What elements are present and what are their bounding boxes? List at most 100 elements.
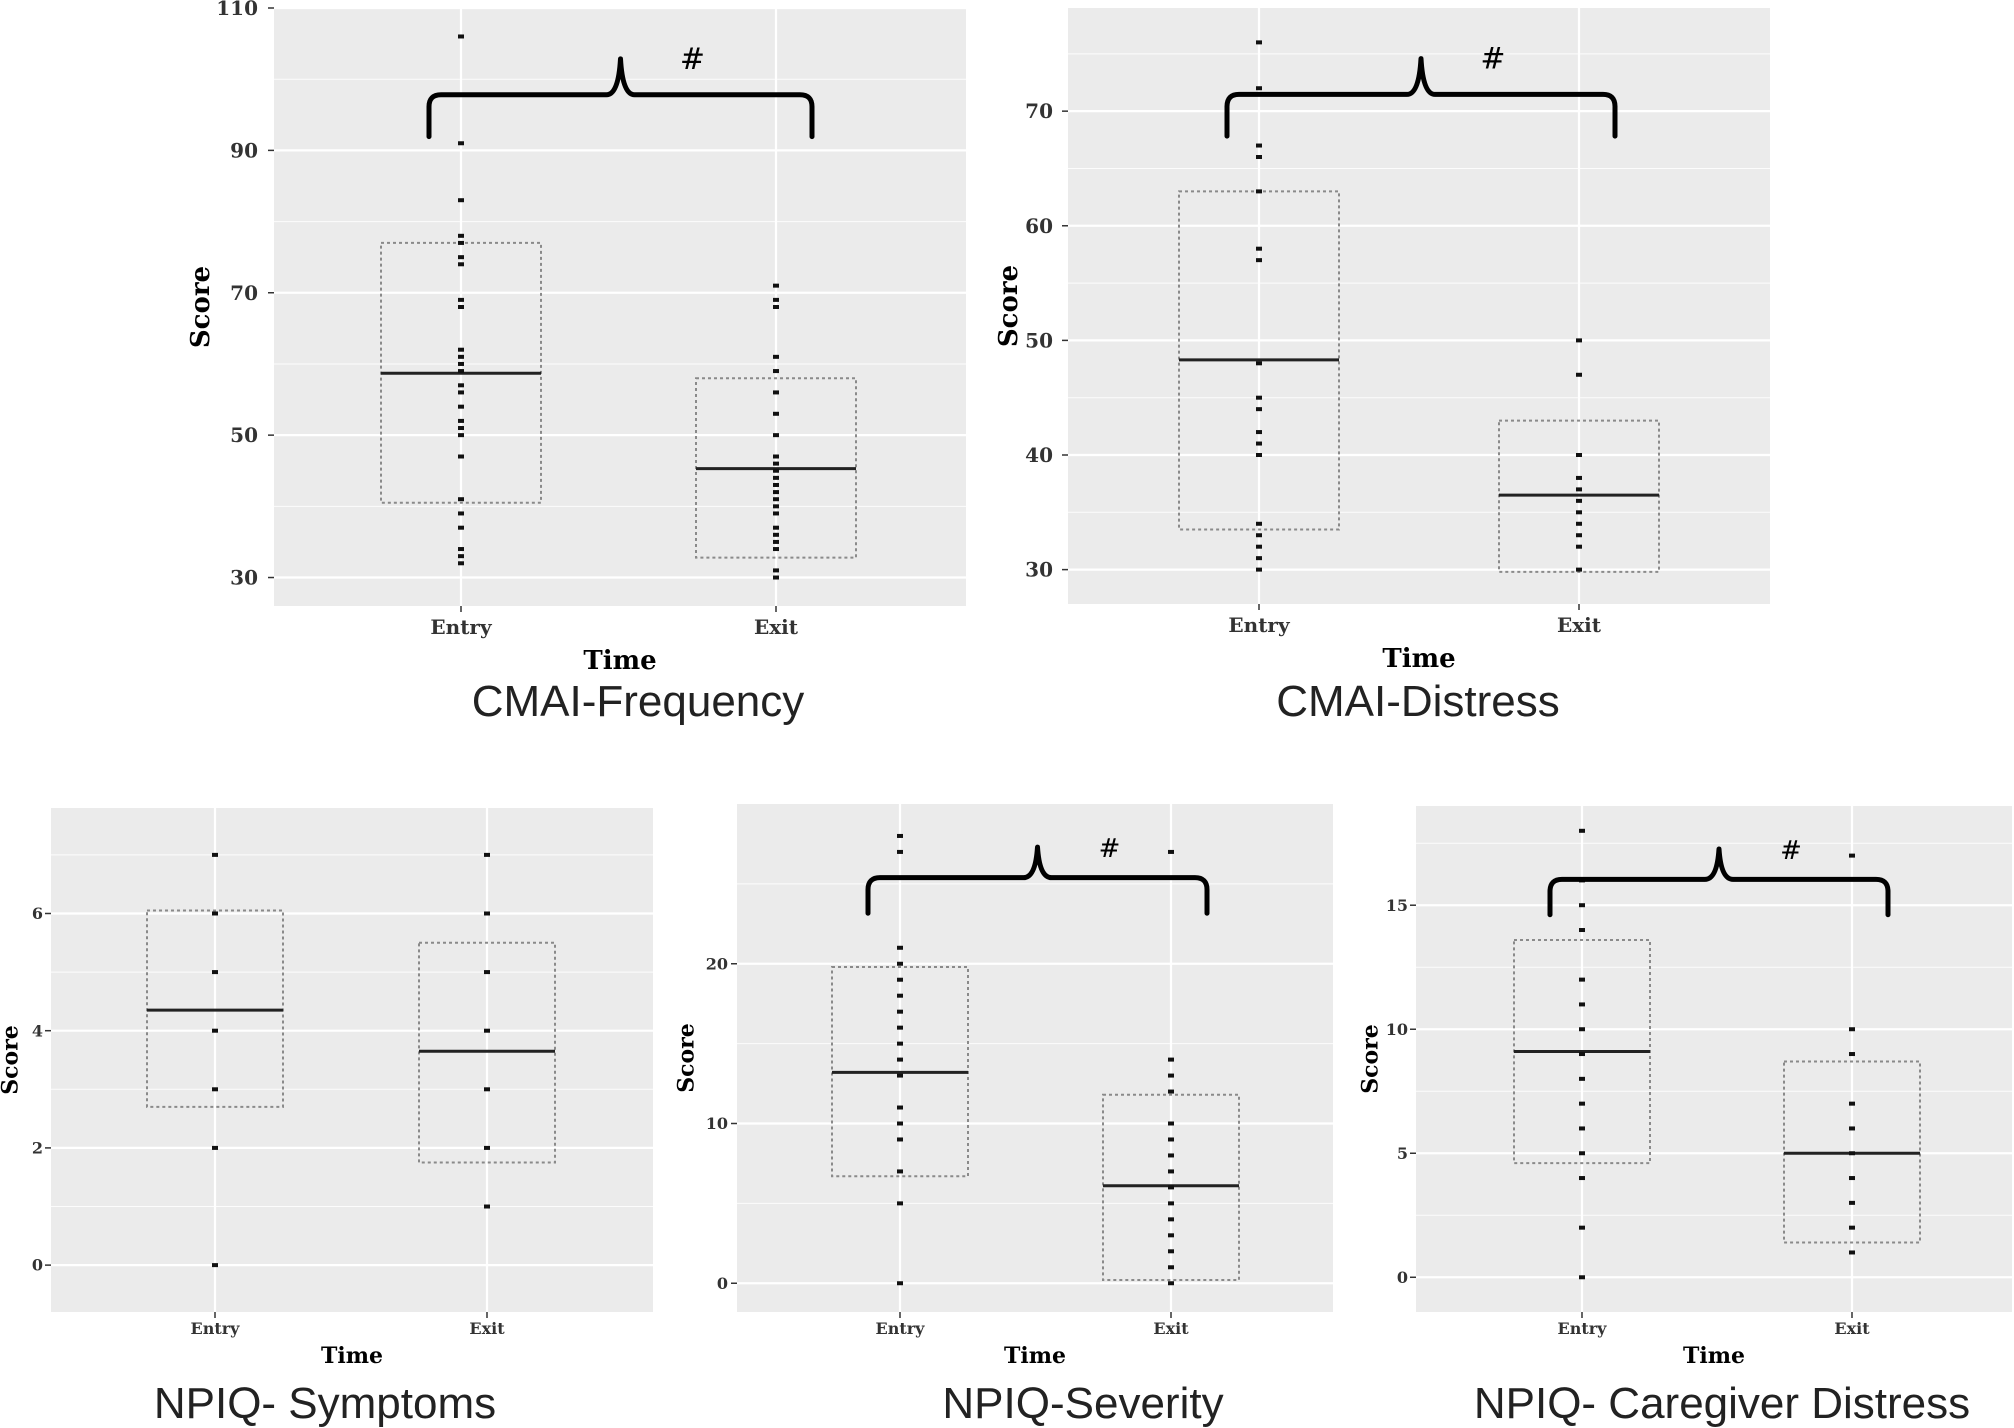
y-tick-label: 10 — [1386, 1020, 1408, 1039]
data-point — [1256, 189, 1262, 194]
data-point — [1168, 1121, 1174, 1126]
data-point — [897, 1201, 903, 1206]
x-tick-label: Entry — [430, 615, 493, 639]
data-point — [458, 497, 464, 502]
data-point — [1256, 441, 1262, 446]
data-point — [458, 347, 464, 352]
data-point — [897, 1137, 903, 1142]
data-point — [773, 547, 779, 552]
data-point — [1579, 828, 1585, 833]
data-point — [897, 961, 903, 966]
x-tick-label: Exit — [469, 1319, 505, 1338]
data-point — [1849, 1250, 1855, 1255]
data-point — [897, 1281, 903, 1286]
data-point — [1576, 510, 1582, 515]
data-point — [1579, 1126, 1585, 1131]
data-point — [1579, 977, 1585, 982]
data-point — [212, 1087, 218, 1092]
data-point — [458, 297, 464, 302]
data-point — [458, 547, 464, 552]
data-point — [773, 461, 779, 466]
data-point — [773, 568, 779, 573]
data-point — [458, 454, 464, 459]
data-point — [1579, 903, 1585, 908]
x-tick-label: Exit — [754, 615, 799, 639]
y-tick-label: 50 — [230, 423, 258, 447]
data-point — [1256, 521, 1262, 526]
data-point — [212, 852, 218, 857]
data-point — [458, 198, 464, 203]
data-point — [897, 849, 903, 854]
data-point — [773, 539, 779, 544]
x-axis-title: Time — [1004, 1343, 1066, 1369]
data-point — [1579, 1027, 1585, 1032]
data-point — [1579, 1101, 1585, 1106]
data-point — [1849, 1225, 1855, 1230]
y-tick-label: 50 — [1025, 328, 1053, 352]
y-tick-label: 40 — [1025, 443, 1053, 467]
data-point — [458, 511, 464, 516]
y-tick-label: 0 — [717, 1274, 728, 1293]
data-point — [212, 1028, 218, 1033]
data-point — [1579, 1176, 1585, 1181]
data-point — [1168, 1201, 1174, 1206]
data-point — [773, 575, 779, 580]
significance-brace — [865, 844, 1210, 916]
data-point — [1576, 521, 1582, 526]
data-point — [1168, 1153, 1174, 1158]
plot-background — [1416, 806, 2012, 1312]
y-tick-label: 0 — [32, 1256, 43, 1275]
data-point — [1849, 1176, 1855, 1181]
data-point — [458, 433, 464, 438]
data-point — [212, 970, 218, 975]
significance-annotation: # — [1099, 834, 1121, 864]
x-axis-title: Time — [1382, 644, 1455, 674]
data-point — [212, 1145, 218, 1150]
data-point — [1168, 1089, 1174, 1094]
data-point — [484, 1028, 490, 1033]
y-tick-label: 6 — [32, 904, 43, 923]
data-point — [773, 354, 779, 359]
data-point — [1256, 533, 1262, 538]
y-tick-label: 15 — [1386, 896, 1408, 915]
data-point — [1849, 1052, 1855, 1057]
box-exit — [1783, 1060, 1921, 1244]
data-point — [1576, 487, 1582, 492]
data-point — [484, 911, 490, 916]
x-axis-title: Time — [321, 1343, 383, 1369]
data-point — [1256, 40, 1262, 45]
data-point — [1256, 143, 1262, 148]
data-point — [484, 1087, 490, 1092]
significance-brace — [1547, 846, 1891, 918]
data-point — [773, 297, 779, 302]
data-point — [458, 233, 464, 238]
y-tick-label: 70 — [230, 281, 258, 305]
data-point — [773, 525, 779, 530]
significance-annotation: # — [1780, 836, 1802, 866]
data-point — [458, 369, 464, 374]
data-point — [1579, 1076, 1585, 1081]
y-tick-label: 70 — [1025, 99, 1053, 123]
y-axis-title: Score — [186, 266, 216, 348]
y-tick-label: 30 — [230, 566, 258, 590]
data-point — [773, 305, 779, 309]
data-point — [773, 454, 779, 459]
y-tick-label: 4 — [32, 1021, 43, 1040]
data-point — [1256, 567, 1262, 572]
data-point — [897, 993, 903, 998]
panel-npiq-severity: 0 10 20 Entry Exit Time Score NPIQ-Severity # — [674, 804, 1333, 1428]
data-point — [484, 852, 490, 857]
data-point — [1849, 1151, 1855, 1156]
panel-caption: NPIQ-Severity — [942, 1379, 1223, 1428]
x-axis-title: Time — [1683, 1343, 1745, 1369]
y-axis-title: Score — [994, 265, 1024, 347]
plot-background — [1068, 8, 1770, 604]
data-point — [773, 433, 779, 438]
data-point — [773, 283, 779, 288]
significance-annotation: # — [1480, 42, 1505, 77]
data-point — [1849, 1101, 1855, 1106]
data-point — [458, 390, 464, 395]
data-point — [1256, 246, 1262, 251]
panel-caption: NPIQ- Symptoms — [154, 1379, 496, 1428]
data-point — [1168, 1073, 1174, 1078]
